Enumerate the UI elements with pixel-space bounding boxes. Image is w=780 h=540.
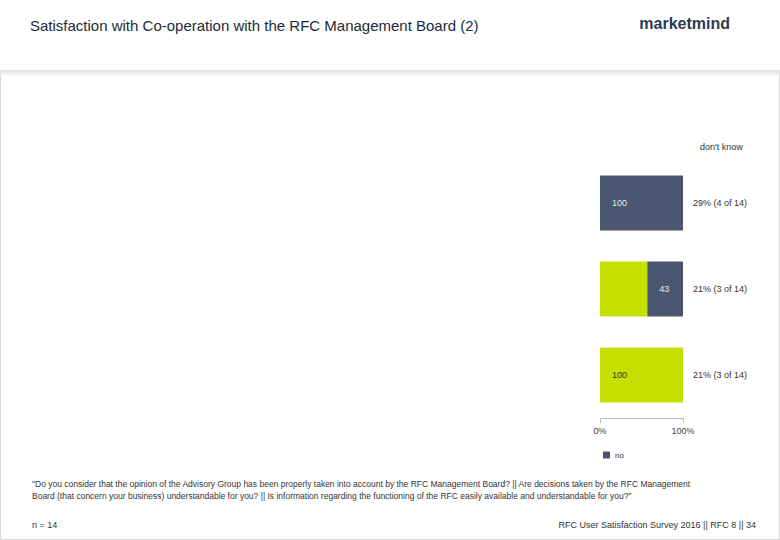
html-text:"Do you consider that the opin: "Do you consider that the opinion of the… (32, 479, 691, 501)
html-text:Satisfaction with Co-operation: Satisfaction with Co-operation with the … (30, 17, 479, 34)
svg-text:21% (3 of 14): 21% (3 of 14) (693, 370, 747, 380)
html-text:RFC User Satisfaction Survey 2: RFC User Satisfaction Survey 2016 || RFC… (558, 520, 756, 530)
svg-text:100%: 100% (671, 426, 694, 436)
html-text:marketmind: marketmind (639, 15, 730, 32)
svg-text:29% (4 of 14): 29% (4 of 14) (693, 198, 747, 208)
svg-text:43: 43 (659, 284, 669, 294)
svg-text:21% (3 of 14): 21% (3 of 14) (693, 284, 747, 294)
svg-text:no: no (615, 451, 624, 460)
svg-text:100: 100 (612, 198, 627, 208)
svg-text:0%: 0% (593, 426, 606, 436)
html-text:n = 14: n = 14 (32, 520, 58, 530)
svg-text:don't know: don't know (700, 142, 743, 152)
svg-text:100: 100 (612, 370, 627, 380)
